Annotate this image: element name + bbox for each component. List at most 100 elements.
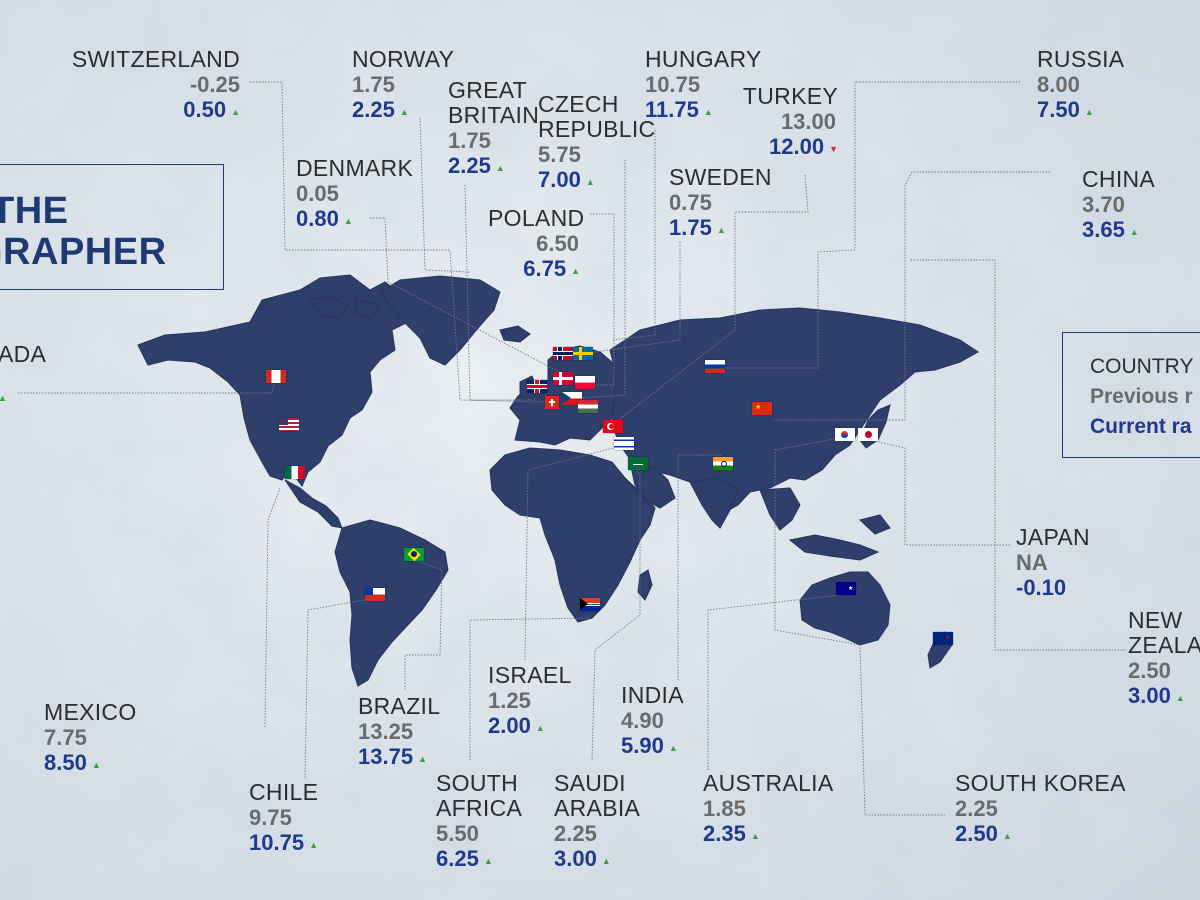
country-name-line-2: ZEALAN [1128,632,1200,658]
brand-logo: THE GRAPHER [0,164,224,290]
flag-chile-icon [365,588,385,601]
country-label-mexico: MEXICO 7.75 8.50 ▲ [44,700,137,776]
legend-current-label: Current ra [1090,415,1192,438]
country-name-partial: ADA [0,341,47,367]
increase-arrow-icon: ▲ [585,177,595,188]
leader-south-africa [469,617,591,760]
country-name: SWITZERLAND [71,46,240,72]
leader-new-zealand [910,259,1125,651]
increase-arrow-icon: ▲ [483,856,493,867]
country-label-canada: ADA ▲ [0,342,46,403]
current-rate: 2.00 [488,713,531,738]
country-name-line-2: ARABIA [554,795,641,821]
previous-rate: 7.75 [44,725,87,750]
current-rate: 10.75 [249,830,305,855]
previous-rate: 8.00 [1037,72,1080,97]
leader-saudi [591,464,641,761]
increase-arrow-icon: ▲ [1129,227,1139,238]
increase-arrow-icon: ▲ [535,723,545,734]
country-name-line-1: GREAT [448,77,528,103]
increase-arrow-icon: ▲ [418,754,427,765]
previous-rate: 6.50 [536,231,579,256]
brand-line-2: GRAPHER [0,231,167,273]
previous-rate: 1.75 [352,72,395,97]
country-name: HUNGARY [645,46,762,72]
central-america [284,479,343,529]
leader-hungary [611,130,656,341]
previous-rate: 13.00 [780,109,836,134]
country-name: BRAZIL [358,693,441,719]
previous-rate: 1.75 [448,128,491,153]
flag-switzerland-icon [545,396,559,409]
increase-arrow-icon: ▲ [309,840,318,851]
current-rate: 8.50 [44,750,87,775]
southeast-asia [759,487,801,531]
flag-south-korea-icon [835,428,855,441]
current-rate: 0.80 [296,206,339,231]
country-name: TURKEY [742,83,838,109]
leader-mexico [264,487,281,728]
flag-israel-icon [614,437,634,450]
flag-china-icon: ★ [752,402,772,415]
previous-rate: -0.25 [189,72,240,97]
leader-china [773,171,1050,421]
country-label-norway: NORWAY 1.75 2.25 ▲ [352,46,455,123]
current-rate: 2.25 [352,97,395,122]
current-rate: 1.75 [669,215,712,240]
current-rate: 12.00 [769,134,825,159]
increase-arrow-icon: ▲ [343,216,353,227]
country-label-japan: JAPAN NA -0.10 [1016,525,1090,601]
legend-previous-label: Previous r [1090,385,1193,408]
current-rate: 11.75 [645,97,699,122]
previous-rate: NA [1016,550,1048,575]
legend: COUNTRY Previous r Current ra [1062,332,1200,458]
country-name-line-1: NEW [1128,607,1183,633]
country-name: CHINA [1082,166,1156,192]
current-rate: 5.90 [621,733,664,758]
flag-turkey-icon [603,420,623,433]
country-name-line-1: CZECH [538,91,619,117]
increase-arrow-icon: ▲ [668,743,678,754]
south-america [334,519,449,687]
country-name-line-2: AFRICA [436,795,523,821]
leader-great-britain [464,184,535,401]
increase-arrow-icon: ▲ [703,107,713,118]
previous-rate: 2.25 [554,821,597,846]
flag-denmark-icon [553,372,573,385]
previous-rate: 2.50 [1128,658,1171,683]
flag-brazil-icon [404,548,424,561]
flag-poland-icon [575,376,595,389]
current-rate: 3.00 [554,846,597,871]
flag-uk-icon [527,380,547,393]
country-name-line-1: SOUTH [436,770,518,796]
flag-russia-icon [705,360,725,373]
country-label-sweden: SWEDEN 0.75 1.75 ▲ [669,165,772,241]
country-label-china: CHINA 3.70 3.65 ▲ [1082,166,1156,243]
country-name: SOUTH KOREA [955,770,1126,796]
previous-rate: 4.90 [621,708,664,733]
country-label-poland: POLAND 6.50 6.75 ▲ [488,206,584,282]
country-name: NORWAY [352,46,455,72]
increase-arrow-icon: ▲ [91,760,101,771]
previous-rate: 0.05 [296,181,339,206]
flag-norway-icon [553,347,573,360]
leader-poland [580,213,615,386]
country-name: RUSSIA [1037,46,1125,72]
previous-rate: 5.50 [436,821,479,846]
increase-arrow-icon: ▲ [1002,831,1012,842]
flag-japan-icon [858,428,878,441]
current-rate: -0.10 [1016,575,1067,600]
country-label-russia: RUSSIA 8.00 7.50 ▲ [1037,46,1125,123]
flag-sweden-icon [573,347,593,360]
country-label-hungary: HUNGARY 10.75 11.75 ▲ [645,46,762,123]
leader-brazil [404,559,443,690]
current-rate: 7.00 [538,167,581,192]
current-rate: 2.25 [448,153,491,178]
leader-canada [18,379,276,394]
previous-rate: 13.25 [358,719,414,744]
leader-israel [524,444,626,661]
flag-south-africa-icon [580,598,600,611]
country-name: ISRAEL [488,662,572,688]
previous-rate: 1.85 [703,796,746,821]
